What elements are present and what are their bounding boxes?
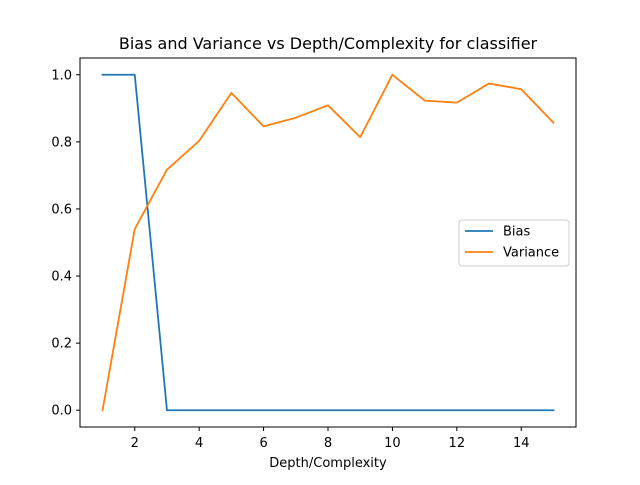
data-point-variance-14	[520, 88, 522, 90]
data-point-bias-10	[391, 409, 394, 411]
data-point-variance-11	[424, 100, 426, 102]
axes-layer: 2 4 6 8 10 12 14 0.0 0.2 0.4 0.6 0.8 1.0	[51, 57, 577, 451]
series-layer	[101, 73, 555, 412]
y-tick-label: 0.2	[51, 337, 72, 352]
x-tick-label: 14	[513, 436, 530, 451]
data-point-variance-13	[488, 82, 490, 85]
data-point-bias-3	[166, 409, 168, 411]
data-point-bias-6	[262, 409, 265, 411]
data-point-bias-2	[134, 74, 136, 76]
data-point-variance-7	[295, 117, 297, 119]
data-point-variance-8	[327, 104, 329, 106]
data-point-bias-12	[456, 409, 458, 411]
data-point-bias-13	[488, 409, 490, 411]
data-point-variance-12	[456, 102, 458, 104]
x-tick-label: 12	[449, 436, 466, 451]
data-point-bias-7	[295, 409, 297, 411]
y-tick-label: 0.4	[51, 270, 72, 285]
data-point-variance-10	[391, 74, 394, 76]
y-tick-label: 0.0	[51, 404, 72, 419]
data-point-variance-2	[134, 228, 136, 230]
data-point-bias-1	[101, 74, 104, 76]
data-point-variance-3	[166, 169, 168, 171]
legend-label-bias: Bias	[503, 225, 530, 240]
data-point-bias-4	[198, 409, 200, 411]
legend-label-variance: Variance	[503, 246, 559, 261]
x-axis-label: Depth/Complexity	[269, 456, 387, 471]
data-point-bias-15	[552, 409, 555, 411]
data-point-bias-9	[359, 409, 361, 411]
data-point-bias-5	[230, 409, 232, 411]
y-tick-label: 0.6	[51, 202, 72, 217]
x-tick-label: 6	[259, 436, 267, 451]
data-point-variance-5	[230, 92, 232, 94]
x-tick-label: 10	[384, 436, 401, 451]
x-tick-label: 8	[324, 436, 332, 451]
data-point-bias-14	[520, 409, 522, 411]
data-point-variance-9	[359, 136, 361, 138]
legend: Bias Variance	[458, 219, 570, 267]
y-tick-label: 0.8	[51, 135, 72, 150]
data-point-bias-11	[424, 409, 426, 411]
y-tick-label: 1.0	[51, 68, 72, 83]
data-point-variance-6	[262, 125, 265, 128]
x-tick-label: 2	[131, 436, 139, 451]
data-point-variance-4	[198, 140, 200, 142]
chart-title: Bias and Variance vs Depth/Complexity fo…	[119, 34, 538, 53]
data-point-variance-15	[552, 122, 555, 124]
x-tick-label: 4	[195, 436, 203, 451]
data-point-bias-8	[327, 409, 329, 411]
data-point-variance-1	[101, 409, 104, 411]
